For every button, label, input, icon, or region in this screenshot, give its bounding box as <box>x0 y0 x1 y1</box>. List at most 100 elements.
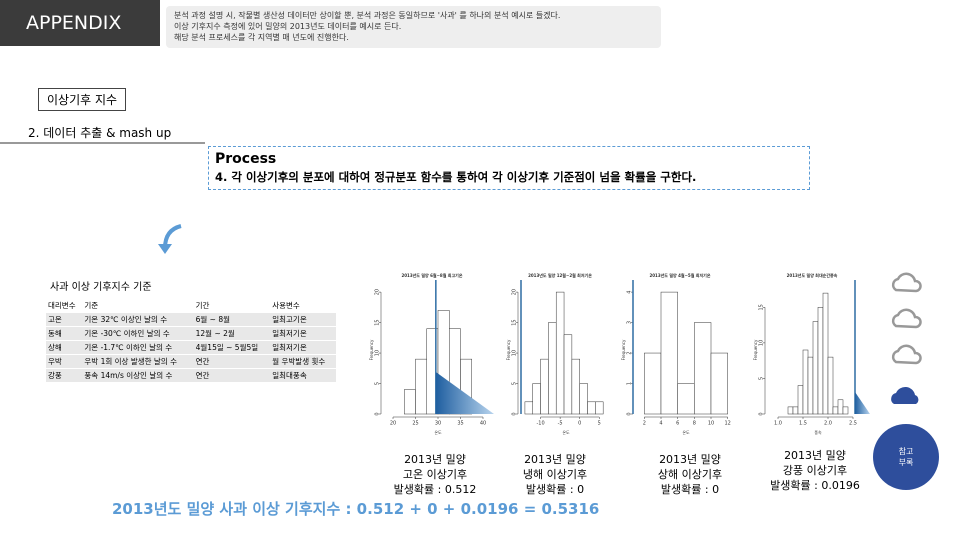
caption-line: 발생확률 : 0.512 <box>393 483 477 496</box>
x-tick-label: 6 <box>676 421 679 427</box>
y-tick-label: 15 <box>759 304 765 310</box>
x-tick-label: 20 <box>390 421 396 427</box>
tail-area <box>855 392 870 414</box>
note: 해당 분석 프로세스를 각 지역별 매 년도에 진행한다. <box>174 33 349 42</box>
hist-bar <box>660 291 678 415</box>
y-tick-label: 5 <box>759 377 765 380</box>
y-tick-label: 0 <box>512 412 518 415</box>
section-label: 이상기후 지수 <box>38 88 127 111</box>
x-tick-label: 40 <box>480 421 486 427</box>
header-cell: 기간 <box>193 299 271 313</box>
y-tick-label: 10 <box>512 350 518 356</box>
y-tick-label: 0 <box>627 412 633 415</box>
histogram: 2013년도 밀양 12월~2월 최저기온 Frequency 온도 0 5 10 15 20… <box>506 272 604 435</box>
cell: 6월 ~ 8월 <box>193 312 271 327</box>
cell: 고온 <box>46 312 83 327</box>
hist-bar <box>644 352 662 415</box>
x-tick-label: 1.0 <box>774 421 782 427</box>
caption-line: 고온 이상기후 <box>402 468 468 481</box>
table-title: 사과 이상 기후지수 기준 <box>50 282 152 293</box>
cell: 연간 <box>193 354 271 369</box>
header-cell: 기준 <box>82 299 194 313</box>
y-tick-label: 10 <box>759 340 765 346</box>
cell: 월 우박발생 횟수 <box>270 354 336 369</box>
x-axis-label: 온도 <box>682 430 690 435</box>
cloud-icons <box>891 272 922 404</box>
cell: 기온 -1.7℃ 이하인 날의 수 <box>82 340 194 355</box>
x-tick-label: 35 <box>457 421 463 427</box>
hist-bar <box>404 389 416 415</box>
cell: 4월15일 ~ 5월5일 <box>193 340 271 355</box>
cell: 우박 1회 이상 발생한 날의 수 <box>82 354 194 369</box>
cell: 기온 32℃ 이상인 날의 수 <box>82 312 194 327</box>
caption-line: 발생확률 : 0 <box>525 483 585 496</box>
hist-bar <box>548 322 557 415</box>
x-axis-label: 풍속 <box>814 429 822 435</box>
hist-bar <box>540 358 549 415</box>
hist-title: 2013년도 밀양 4월~5월 최저기온 <box>649 272 710 278</box>
appendix-button[interactable]: 참고 부록 <box>873 424 939 490</box>
caption-line: 2013년 밀양 <box>659 453 721 466</box>
header-title: APPENDIX <box>0 0 160 46</box>
table-header: 대리변수 기준 기간 사용변수 <box>46 299 336 313</box>
cell: 일최고기온 <box>270 312 336 327</box>
hist-bar <box>595 401 604 415</box>
button-text: 참고 <box>898 447 914 456</box>
criteria-table: 대리변수 기준 기간 사용변수 고온 기온 32℃ 이상인 날의 수 6월 ~ 8월 일최고기… <box>46 299 336 383</box>
hist-bar <box>555 291 565 415</box>
note: 분석 과정 설명 시, 작물별 생산성 데이터만 상이할 뿐, 분석 과정은 동… <box>174 11 561 20</box>
process-text: 4. 각 이상기후의 분포에 대하여 정규분포 함수를 통하여 각 이상기후 기… <box>215 170 697 184</box>
histogram: 2013년도 밀양 6월~8월 최고기온 Frequency 온도 0 5 10 15 20 2… <box>369 272 494 435</box>
hist-bar <box>797 385 804 415</box>
header-cell: 대리변수 <box>46 299 83 313</box>
y-tick-label: 0 <box>375 412 381 415</box>
hist-bar <box>792 406 799 415</box>
cell: 상해 <box>46 340 83 355</box>
x-axis-label: 온도 <box>562 430 570 435</box>
x-tick-label: 12 <box>724 421 730 427</box>
x-tick-label: 2.5 <box>849 421 857 427</box>
table-row: 고온 기온 32℃ 이상인 날의 수 6월 ~ 8월 일최고기온 <box>46 312 336 327</box>
x-tick-label: 8 <box>693 421 696 427</box>
y-tick-label: 20 <box>375 289 381 295</box>
y-tick-label: 4 <box>627 291 633 294</box>
x-tick-label: 2.0 <box>824 421 832 427</box>
caption-line: 냉해 이상기후 <box>522 468 588 481</box>
x-tick-label: 0 <box>578 421 581 427</box>
x-tick-label: 2 <box>643 421 646 427</box>
caption-line: 발생확률 : 0 <box>660 483 720 496</box>
table-row: 강풍 풍속 14m/s 이상인 날의 수 연간 일최대풍속 <box>46 368 336 383</box>
y-tick-label: 3 <box>627 321 633 324</box>
process-box: Process 4. 각 이상기후의 분포에 대하여 정규분포 함수를 통하여 … <box>208 146 810 190</box>
table-row: 동해 기온 -30℃ 이하인 날의 수 12월 ~ 2월 일최저기온 <box>46 326 336 341</box>
hist-bar <box>563 334 573 415</box>
y-tick-label: 0 <box>759 412 765 415</box>
caption-line: 강풍 이상기후 <box>782 464 848 477</box>
table-row: 상해 기온 -1.7℃ 이하인 날의 수 4월15일 ~ 5월5일 일최저기온 <box>46 340 336 355</box>
cell: 일최저기온 <box>270 326 336 341</box>
hist-bar <box>787 406 794 415</box>
header-cell: 사용변수 <box>270 299 336 313</box>
hist-bar <box>837 399 844 415</box>
hist-bar <box>827 356 834 415</box>
x-tick-label: 1.5 <box>799 421 807 427</box>
cell: 풍속 14m/s 이상인 날의 수 <box>82 368 194 383</box>
divider <box>0 142 205 144</box>
x-tick-label: 5 <box>598 421 601 427</box>
x-tick-label: 4 <box>659 421 662 427</box>
y-tick-label: 5 <box>512 382 518 385</box>
hist-bar <box>802 349 809 415</box>
hist-bar <box>832 406 839 415</box>
x-tick-label: -5 <box>558 421 563 427</box>
y-axis-label: Frequency <box>369 339 374 360</box>
y-axis-label: Frequency <box>621 339 626 360</box>
histogram: 2013년도 밀양 4월~5월 최저기온 Frequency 온도 0 12 3 4 2 4 6 8… <box>621 272 731 435</box>
caption-line: 2013년 밀양 <box>524 453 586 466</box>
cell: 우박 <box>46 354 83 369</box>
header-notes: 분석 과정 설명 시, 작물별 생산성 데이터만 상이할 뿐, 분석 과정은 동… <box>166 6 661 48</box>
hist-title: 2013년도 밀양 6월~8월 최고기온 <box>401 272 462 278</box>
caption-line: 상해 이상기후 <box>657 468 723 481</box>
